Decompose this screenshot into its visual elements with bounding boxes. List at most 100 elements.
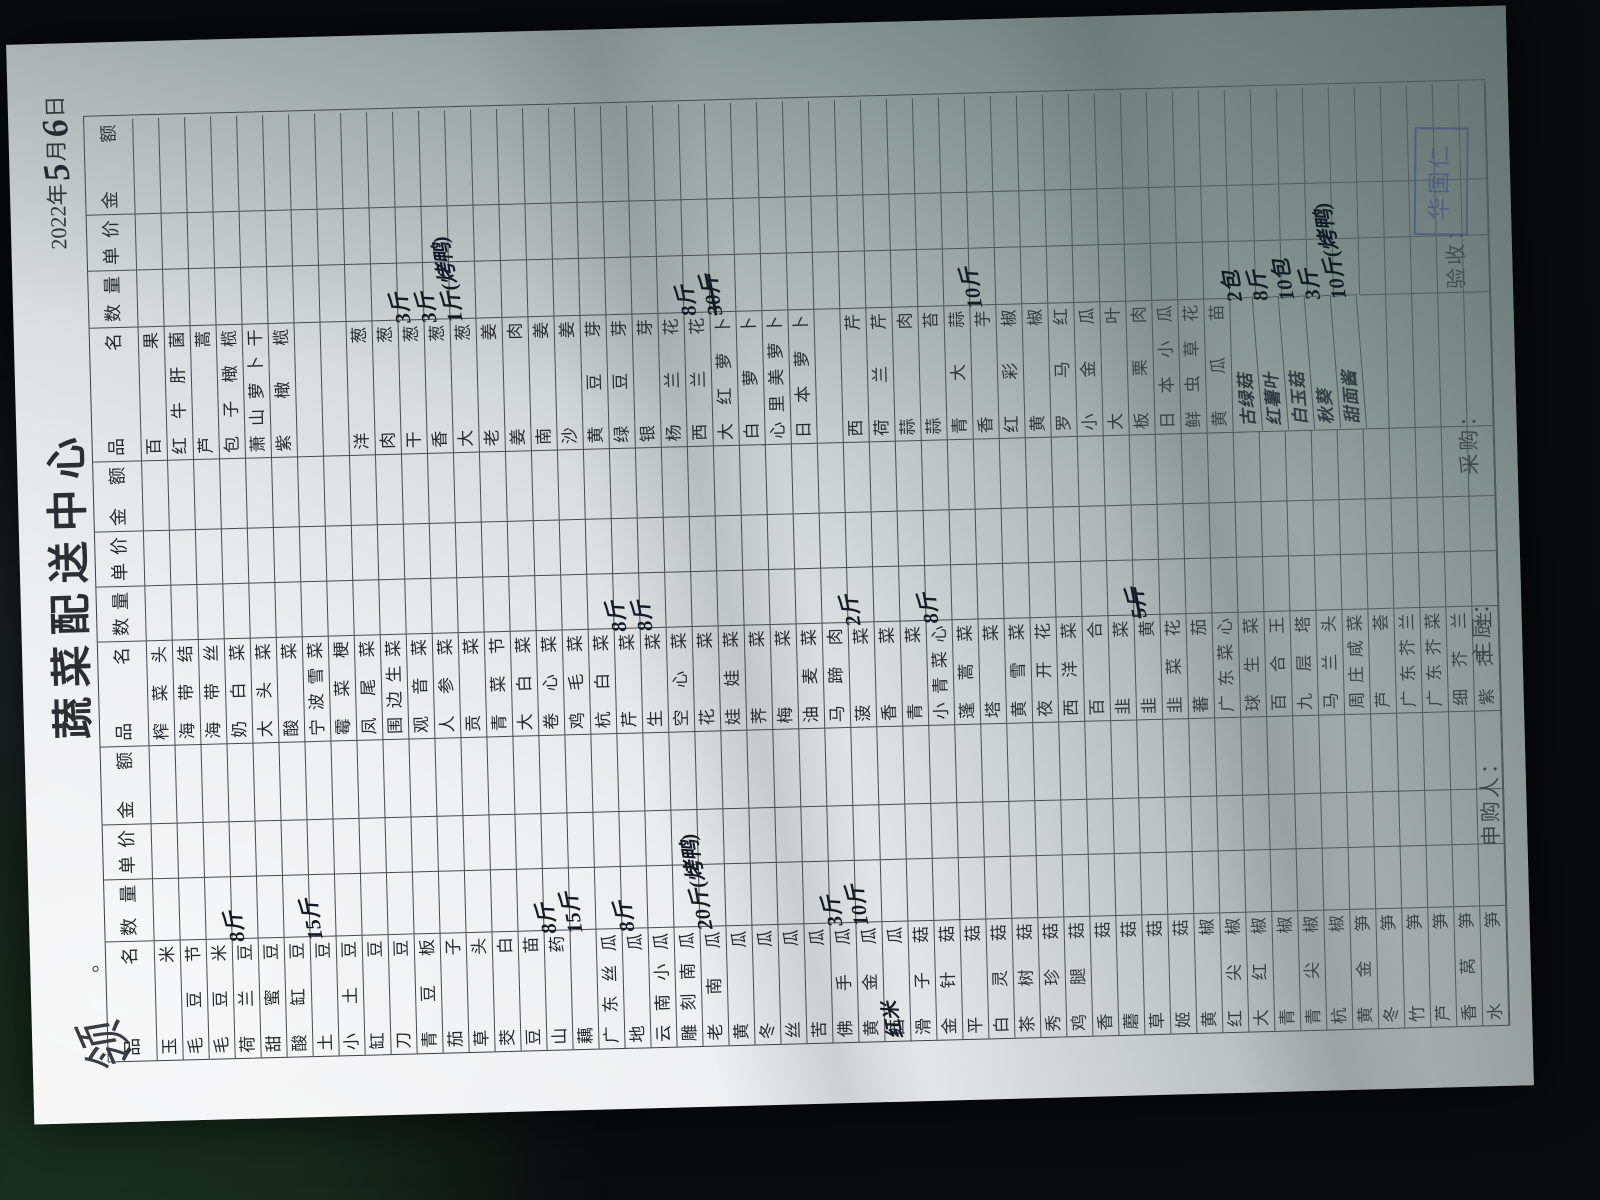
price-cell (307, 818, 335, 875)
amount-cell (1181, 432, 1210, 504)
price-cell (195, 528, 224, 584)
amount-cell (461, 736, 490, 816)
price-cell (1357, 180, 1385, 238)
amount-cell (289, 114, 318, 210)
amount-cell (496, 108, 526, 204)
qty-cell (197, 583, 225, 639)
amount-cell (531, 449, 560, 521)
price-cell (281, 819, 309, 875)
qty-cell: 15斤 (296, 873, 337, 942)
qty-cell: 10斤(烤鸭) (1310, 200, 1361, 301)
price-cell (931, 802, 959, 858)
item-name-cell: 大红萝卜 (710, 310, 740, 446)
order-table: 品 名数量 单价金 额品 名数量 单价金 额品 名数量 单价金 额玉米 榨菜头 百果 毛豆节… (83, 79, 1511, 1063)
price-cell (585, 518, 614, 574)
qty-cell (327, 579, 355, 636)
amount-cell (756, 102, 786, 198)
price-cell (463, 814, 491, 871)
qty-cell: 15斤 (556, 866, 597, 935)
amount-cell (1085, 720, 1114, 799)
item-name-cell: 大叶 (1100, 300, 1130, 436)
item-name-cell: 沙姜 (554, 314, 584, 450)
item-name-cell: 杨兰花 (658, 312, 688, 447)
date-year-char: 年 (44, 183, 71, 206)
item-name-cell: 云南小瓜 (648, 926, 678, 1048)
amount-cell (375, 453, 404, 525)
qty-cell (1340, 553, 1369, 610)
amount-cell (609, 447, 638, 519)
item-name-cell: 酸菜 (276, 636, 306, 742)
price-cell (1053, 505, 1081, 562)
qty-cell (1036, 854, 1065, 918)
price-cell (629, 199, 657, 257)
qty-cell (984, 855, 1013, 919)
amount-cell (1250, 89, 1280, 185)
amount-cell (367, 112, 396, 208)
item-name-cell: 日本萝卜 (788, 308, 818, 444)
amount-cell (1397, 711, 1426, 791)
qty-cell (1003, 562, 1031, 618)
amount-cell (721, 729, 750, 809)
item-name-cell: 苦瓜 (804, 922, 834, 1044)
amount-cell (1259, 430, 1288, 502)
price-cell (611, 517, 640, 574)
amount-cell (220, 457, 248, 529)
qty-cell (743, 569, 771, 625)
item-name-cell: 茄子 (440, 932, 470, 1053)
item-name-cell: 香菇 (1090, 915, 1120, 1036)
item-name-cell (814, 308, 844, 443)
amount-cell (409, 737, 438, 817)
qty-cell (838, 250, 867, 309)
amount-cell (1111, 719, 1140, 799)
item-name-cell: 榨菜头 (146, 639, 176, 746)
price-cell (1157, 503, 1185, 559)
qty-cell (734, 253, 763, 311)
qty-cell (880, 858, 909, 922)
item-name-cell: 小土豆 (336, 934, 366, 1056)
amount-cell (522, 108, 552, 204)
amount-cell (1163, 718, 1192, 797)
item-name-cell: 黄豆芽 (580, 314, 610, 449)
price-cell (489, 813, 517, 870)
price-cell (1383, 180, 1411, 237)
qty-cell (223, 582, 251, 639)
qty-cell (344, 263, 373, 322)
qty-cell (171, 583, 199, 640)
date-day-handwritten: 6 (34, 116, 77, 141)
qty-cell (474, 259, 503, 318)
item-name-cell: 滑子菇 (908, 919, 938, 1041)
qty-cell (457, 576, 485, 633)
item-name-cell: 紫橄榄 (268, 322, 298, 457)
item-name-cell: 西兰花 (684, 311, 714, 447)
item-name-cell: 青菜 (900, 619, 930, 726)
item-name-cell: 姜肉 (502, 316, 532, 451)
price-cell (1139, 796, 1167, 853)
item-name-cell: 黄金笋 (1350, 908, 1380, 1029)
amount-cell (1241, 716, 1270, 795)
qty-cell (1392, 552, 1421, 608)
amount-cell (808, 100, 838, 196)
price-cell (1019, 189, 1047, 247)
amount-cell (470, 109, 500, 205)
column-header: 金 额 (100, 745, 152, 825)
item-name-cell: 冬瓜 (752, 923, 782, 1045)
amount-cell (1267, 715, 1296, 795)
item-name-cell: 芦蒿 (190, 324, 221, 460)
price-cell (255, 819, 283, 876)
qty-cell (1010, 855, 1039, 918)
qty-cell (646, 864, 675, 928)
qty-cell (241, 266, 269, 324)
price-cell (1365, 497, 1393, 554)
qty-cell (630, 255, 659, 314)
qty-cell (334, 872, 363, 936)
amount-cell (357, 739, 386, 818)
amount-cell (964, 96, 994, 192)
qty-cell (1358, 236, 1387, 295)
date-month-char: 月 (43, 139, 70, 162)
amount-cell (791, 442, 820, 514)
item-name-cell: 刀豆 (388, 933, 418, 1055)
price-cell (1035, 799, 1063, 856)
item-name-cell: 杭椒 (1324, 908, 1354, 1030)
item-name-cell: 藕 (570, 928, 600, 1050)
qty-cell (776, 861, 805, 924)
